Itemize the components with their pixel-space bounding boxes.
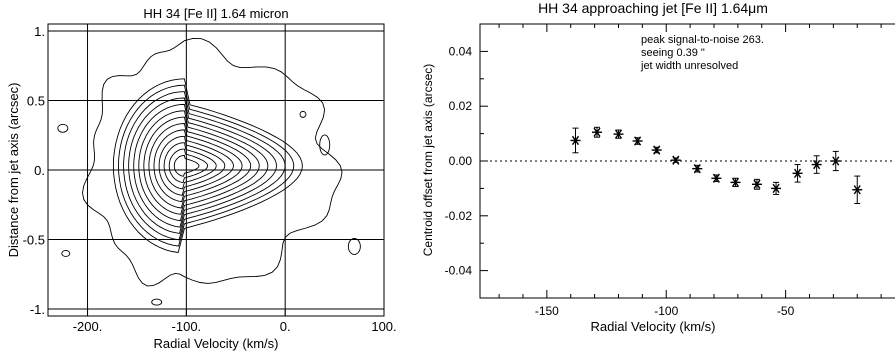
contour-y-tick-label: -0.5 [23,233,45,248]
offset-data-point [792,164,803,183]
offset-annotations: peak signal-to-noise 263. seeing 0.39 " … [640,34,764,72]
asterisk-marker [614,129,623,139]
offset-y-tick-label: 0.02 [449,99,473,113]
contour-lines [57,37,361,306]
offset-data-point [591,126,602,138]
offset-x-label: Radial Velocity (km/s) [591,319,716,334]
contour-level [133,103,269,228]
annotation-snr: peak signal-to-noise 263. [641,34,764,46]
contour-noise-island [151,298,163,306]
contour-level [123,91,286,241]
contour-x-tick-label: 0. [280,319,291,334]
asterisk-marker [593,127,601,137]
offset-x-tick-label: -100 [654,304,678,318]
contour-x-tick-label: 100. [371,319,396,334]
asterisk-marker [653,145,661,155]
offset-x-tick-label: -50 [777,304,795,318]
contour-level [138,110,260,222]
offset-data-point [751,178,762,190]
contour-panel: HH 34 [Fe II] 1.64 micron -200. -100. 0. 10… [6,6,397,351]
offset-y-tick-label: -0.02 [445,209,473,223]
offset-y-tick-label: 0.04 [449,44,473,58]
asterisk-marker [712,173,720,183]
contour-y-tick-label: -1. [30,302,45,317]
annotation-seeing: seeing 0.39 " [641,47,705,59]
contour-y-label: Distance from jet axis (arcsec) [6,83,21,258]
contour-title: HH 34 [Fe II] 1.64 micron [143,6,288,21]
offset-data-point [632,136,643,146]
contour-level [143,116,252,215]
offset-points [570,126,863,204]
offset-data-point [651,145,662,155]
offset-y-tick-label: -0.04 [445,264,473,278]
offset-data-point [771,181,782,195]
contour-y-tick-label: 0. [34,163,45,178]
contour-noise-island [347,238,361,255]
contour-level [173,154,200,177]
offset-y-tick-label: 0.00 [449,154,473,168]
contour-level [118,84,295,247]
offset-y-label: Centroid offset from jet axis (arcsec) [421,64,435,257]
annotation-jet-width: jet width unresolved [640,60,738,72]
asterisk-marker [832,156,840,166]
offset-data-point [692,164,703,174]
asterisk-marker [672,155,680,165]
offset-data-point [830,150,841,172]
offset-panel: HH 34 approaching jet [Fe II] 1.64μm -15… [421,0,895,334]
asterisk-marker [571,135,580,146]
offset-data-point [730,177,741,188]
asterisk-marker [772,183,780,194]
contour-y-ticks: -1. -0.5 0. 0.5 1. [23,24,45,317]
asterisk-marker [753,179,761,189]
contour-level [153,129,234,203]
offset-title: HH 34 approaching jet [Fe II] 1.64μm [538,0,768,16]
offset-data-point [613,129,624,139]
offset-x-tick-label: -150 [535,304,559,318]
contour-level [112,78,303,254]
contour-level [163,142,217,190]
asterisk-marker [853,185,861,195]
asterisk-marker [634,136,642,146]
contour-noise-island [319,134,331,156]
contour-level [168,148,209,184]
contour-y-tick-label: 0.5 [27,93,45,108]
contour-x-tick-label: -100. [172,319,202,334]
asterisk-marker [731,177,740,188]
contour-level [148,123,243,209]
contour-grid [48,24,384,316]
asterisk-marker [793,168,802,178]
asterisk-marker [693,164,701,174]
offset-data-point [670,155,681,165]
contour-level [128,97,277,234]
contour-noise-island [61,249,71,257]
contour-x-tick-label: -200. [73,319,103,334]
contour-x-label: Radial Velocity (km/s) [154,336,279,351]
contour-outer-level [82,37,343,287]
offset-x-ticks: -150-100-500 [498,24,882,318]
contour-level [158,135,226,196]
offset-data-point [711,173,722,183]
contour-noise-island [299,110,307,118]
asterisk-marker [813,159,821,170]
offset-y-ticks: -0.04 -0.02 0.00 0.02 0.04 [445,23,488,299]
contour-x-ticks: -200. -100. 0. 100. [73,310,397,334]
contour-y-tick-label: 1. [34,24,45,39]
offset-data-point [811,155,822,174]
offset-data-point [852,175,863,204]
contour-noise-island [57,123,69,133]
offset-data-point [570,127,581,154]
